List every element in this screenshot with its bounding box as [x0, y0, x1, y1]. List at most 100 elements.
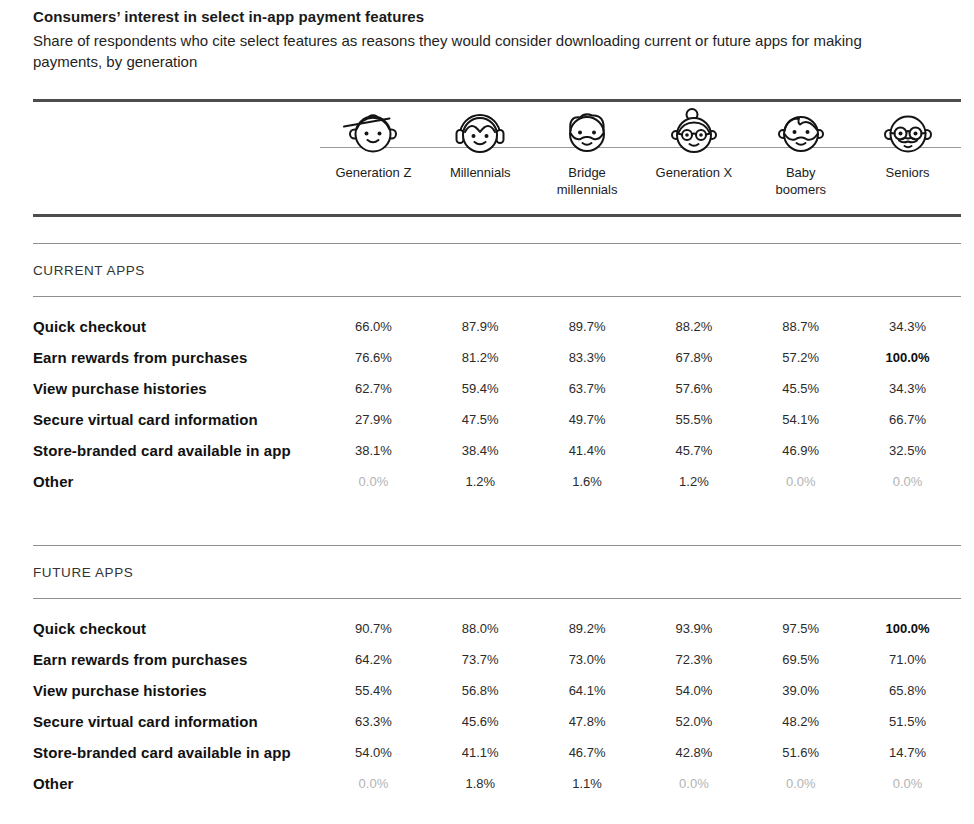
column-header-millennials: Millennials: [427, 157, 534, 214]
value-cell: 45.6%: [427, 714, 534, 729]
value-cell: 39.0%: [747, 683, 854, 698]
value-cell: 32.5%: [854, 443, 961, 458]
table-row: Secure virtual card information 27.9% 47…: [33, 404, 961, 435]
feature-label: View purchase histories: [33, 380, 320, 397]
section-header-current-apps: CURRENT APPS: [33, 244, 961, 296]
value-cell: 56.8%: [427, 683, 534, 698]
value-cell: 1.6%: [534, 474, 641, 489]
current-apps-rows: Quick checkout 66.0% 87.9% 89.7% 88.2% 8…: [33, 297, 961, 510]
value-cell: 45.7%: [640, 443, 747, 458]
value-cell: 66.7%: [854, 412, 961, 427]
column-header-generation-x: Generation X: [640, 157, 747, 214]
value-cell: 27.9%: [320, 412, 427, 427]
value-cell: 14.7%: [854, 745, 961, 760]
value-cell: 54.0%: [640, 683, 747, 698]
value-cell: 1.1%: [534, 776, 641, 791]
feature-label: Quick checkout: [33, 620, 320, 637]
table-row: Earn rewards from purchases 76.6% 81.2% …: [33, 342, 961, 373]
table-row: Other 0.0% 1.2% 1.6% 1.2% 0.0% 0.0%: [33, 466, 961, 497]
value-cell: 88.7%: [747, 319, 854, 334]
value-cell: 90.7%: [320, 621, 427, 636]
baby-boomer-face-icon: [747, 102, 854, 157]
value-cell: 64.2%: [320, 652, 427, 667]
millennial-face-icon: [427, 102, 534, 157]
value-cell: 1.2%: [640, 474, 747, 489]
value-cell: 0.0%: [320, 776, 427, 791]
section-title: FUTURE APPS: [33, 565, 133, 580]
column-header-label: Generation X: [656, 164, 733, 214]
value-cell: 49.7%: [534, 412, 641, 427]
value-cell: 0.0%: [747, 474, 854, 489]
value-cell: 100.0%: [854, 350, 961, 365]
value-cell: 89.7%: [534, 319, 641, 334]
value-cell: 46.7%: [534, 745, 641, 760]
value-cell: 63.7%: [534, 381, 641, 396]
section-header-future-apps: FUTURE APPS: [33, 546, 961, 598]
value-cell: 52.0%: [640, 714, 747, 729]
table-row: Secure virtual card information 63.3% 45…: [33, 706, 961, 737]
table-row: Store-branded card available in app 54.0…: [33, 737, 961, 768]
value-cell: 76.6%: [320, 350, 427, 365]
value-cell: 0.0%: [320, 474, 427, 489]
value-cell: 0.0%: [854, 474, 961, 489]
value-cell: 71.0%: [854, 652, 961, 667]
value-cell: 59.4%: [427, 381, 534, 396]
bridge-millennial-face-icon: [534, 102, 641, 157]
column-header-generation-z: Generation Z: [320, 157, 427, 214]
value-cell: 63.3%: [320, 714, 427, 729]
value-cell: 1.8%: [427, 776, 534, 791]
table-row: Quick checkout 90.7% 88.0% 89.2% 93.9% 9…: [33, 613, 961, 644]
value-cell: 93.9%: [640, 621, 747, 636]
value-cell: 45.5%: [747, 381, 854, 396]
section-title: CURRENT APPS: [33, 263, 145, 278]
value-cell: 54.0%: [320, 745, 427, 760]
future-apps-rows: Quick checkout 90.7% 88.0% 89.2% 93.9% 9…: [33, 599, 961, 812]
column-icons-row: [33, 102, 961, 157]
value-cell: 51.6%: [747, 745, 854, 760]
value-cell: 48.2%: [747, 714, 854, 729]
value-cell: 57.6%: [640, 381, 747, 396]
senior-face-icon: [854, 102, 961, 157]
table-row: Other 0.0% 1.8% 1.1% 0.0% 0.0% 0.0%: [33, 768, 961, 799]
value-cell: 88.2%: [640, 319, 747, 334]
feature-label: Quick checkout: [33, 318, 320, 335]
table-row: Quick checkout 66.0% 87.9% 89.7% 88.2% 8…: [33, 311, 961, 342]
value-cell: 81.2%: [427, 350, 534, 365]
value-cell: 69.5%: [747, 652, 854, 667]
value-cell: 83.3%: [534, 350, 641, 365]
value-cell: 42.8%: [640, 745, 747, 760]
table-row: View purchase histories 62.7% 59.4% 63.7…: [33, 373, 961, 404]
value-cell: 34.3%: [854, 381, 961, 396]
value-cell: 87.9%: [427, 319, 534, 334]
value-cell: 47.5%: [427, 412, 534, 427]
value-cell: 72.3%: [640, 652, 747, 667]
feature-label: Secure virtual card information: [33, 713, 320, 730]
column-header-bridge-millennials: Bridge millennials: [534, 157, 641, 214]
value-cell: 55.4%: [320, 683, 427, 698]
value-cell: 97.5%: [747, 621, 854, 636]
value-cell: 34.3%: [854, 319, 961, 334]
column-header-baby-boomers: Baby boomers: [747, 157, 854, 214]
table-row: View purchase histories 55.4% 56.8% 64.1…: [33, 675, 961, 706]
feature-label: Earn rewards from purchases: [33, 651, 320, 668]
column-header-label: Generation Z: [335, 164, 411, 214]
value-cell: 54.1%: [747, 412, 854, 427]
value-cell: 67.8%: [640, 350, 747, 365]
value-cell: 41.1%: [427, 745, 534, 760]
value-cell: 65.8%: [854, 683, 961, 698]
figure-subtitle: Share of respondents who cite select fea…: [33, 30, 929, 72]
value-cell: 100.0%: [854, 621, 961, 636]
value-cell: 57.2%: [747, 350, 854, 365]
value-cell: 46.9%: [747, 443, 854, 458]
value-cell: 0.0%: [854, 776, 961, 791]
value-cell: 55.5%: [640, 412, 747, 427]
value-cell: 73.0%: [534, 652, 641, 667]
value-cell: 38.1%: [320, 443, 427, 458]
value-cell: 73.7%: [427, 652, 534, 667]
generation-z-face-icon: [320, 102, 427, 157]
table-row: Store-branded card available in app 38.1…: [33, 435, 961, 466]
feature-label: Store-branded card available in app: [33, 744, 320, 761]
value-cell: 0.0%: [747, 776, 854, 791]
feature-label: Other: [33, 473, 320, 490]
column-header-label: Seniors: [886, 164, 930, 214]
